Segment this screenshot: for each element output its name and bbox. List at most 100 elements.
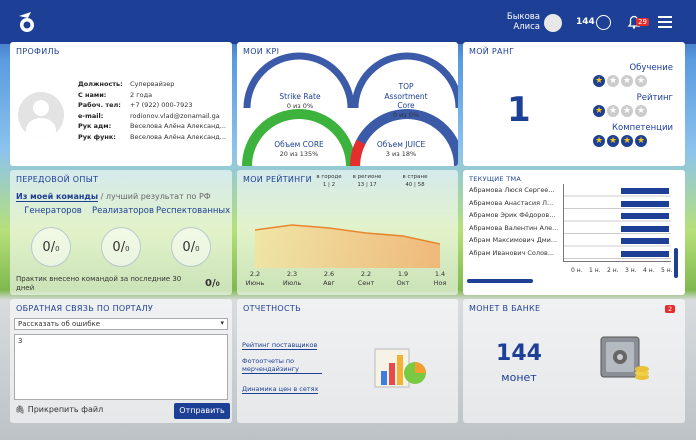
rating-country: в стране 40 | 58: [402, 174, 428, 188]
profile-title: ПРОФИЛЬ: [16, 47, 60, 56]
tma-tick: 4 н.: [643, 267, 655, 274]
profile-field-value: Веселова Алёна Александ...: [130, 132, 226, 141]
rating-x-value: 2.6: [323, 270, 335, 278]
link-suppliers-rating[interactable]: Рейтинг поставщиков: [242, 341, 318, 350]
kpi-panel: МОИ KPI Strike Rate 0 из 0% TOP Assortmen…: [237, 42, 458, 166]
bank-title: МОНЕТ В БАНКЕ: [469, 304, 541, 313]
rank-category-label: Рейтинг: [636, 93, 673, 103]
rating-x-value: 2.2: [249, 270, 261, 278]
experience-col-label: Генераторов: [24, 206, 82, 216]
rating-x-month: Ноя: [433, 279, 447, 287]
tma-tick: 5 н.: [661, 267, 673, 274]
kpi-core[interactable]: Объем CORE 20 из 135%: [274, 140, 324, 158]
star-icon: ★: [621, 135, 633, 147]
experience-col-label: Респектованных: [156, 206, 231, 216]
star-icon: ★: [593, 135, 605, 147]
star-icon: ★: [593, 105, 605, 117]
tma-title: ТЕКУЩИЕ ТМА: [469, 175, 522, 183]
kpi-title: МОИ KPI: [243, 47, 280, 56]
tab-my-team[interactable]: Из моей команды: [16, 192, 99, 202]
rank-stars: ★ ★ ★ ★: [593, 135, 683, 147]
rank-stars: ★ ★ ★ ★: [593, 75, 683, 87]
tma-row-label[interactable]: Абрамов Эрик Фёдоров...: [469, 211, 556, 219]
chevron-down-icon: ▾: [220, 319, 224, 327]
star-icon: ★: [635, 105, 647, 117]
safe-icon: [600, 336, 649, 380]
logo-icon[interactable]: [14, 9, 40, 35]
profile-field-label: Должность:: [78, 80, 123, 88]
experience-panel: ПЕРЕДОВОЙ ОПЫТ Из моей команды / лучший …: [10, 170, 232, 295]
rating-x-value: 1.9: [397, 270, 409, 278]
report-chart-icon: [374, 348, 426, 388]
rating-x-month: Окт: [396, 279, 410, 287]
star-icon: ★: [635, 75, 647, 87]
experience-col-label: Реализаторов: [91, 206, 154, 216]
tma-row-label[interactable]: Абрам Максимович Дми...: [469, 236, 558, 244]
link-price-dynamics[interactable]: Динамика цен в сетях: [242, 385, 319, 394]
rank-category-label: Компетенции: [611, 123, 673, 133]
rank-category-label: Обучение: [629, 63, 673, 73]
rating-x-month: Июнь: [245, 279, 265, 287]
profile-field-value: 2 года: [130, 90, 153, 99]
tma-row-label[interactable]: Абрамова Люся Сергее...: [469, 186, 555, 194]
send-button[interactable]: Отправить: [174, 403, 230, 419]
experience-circle[interactable]: 0/0: [31, 227, 71, 267]
coins-count: 144: [576, 17, 595, 27]
rating-region: в регионе 13 | 17: [352, 174, 382, 188]
profile-field-value: +7 (922) 000-7923: [130, 101, 193, 109]
kpi-top-assortment[interactable]: TOP Assortment Core 0 из 0%: [384, 82, 428, 119]
kpi-strike[interactable]: Strike Rate 0 из 0%: [279, 92, 321, 110]
rating-x-value: 2.2: [360, 270, 372, 278]
rating-chart: [254, 224, 441, 268]
rating-x-month: Сент: [357, 279, 375, 287]
profile-field-label: Рук функ:: [78, 132, 116, 141]
menu-icon[interactable]: [658, 16, 672, 28]
rating-x-month: Июль: [282, 279, 302, 287]
tma-grid: [563, 184, 671, 262]
tma-row-label[interactable]: Абрамова Валентин Але...: [469, 223, 559, 232]
rank-panel: МОЙ РАНГ 1 Обучение ★ ★ ★ ★ Рейтинг ★ ★ ★ ★ Компет…: [463, 42, 685, 166]
profile-field-label: Рабоч. тел:: [78, 101, 121, 109]
profile-field-value: Супервайзер: [130, 80, 175, 88]
reports-panel: ОТЧЕТНОСТЬ Рейтинг поставщиков Фотоотчет…: [237, 299, 458, 423]
kpi-gauges: [242, 52, 458, 166]
link-photo-reports[interactable]: Фотоотчеты по мерчендайзингу: [242, 357, 322, 374]
profile-field-label: С нами:: [78, 90, 107, 99]
profile-field-value: Веселова Алёна Александ...: [130, 122, 226, 130]
top-bar: Быкова Алиса 144 29: [0, 0, 696, 44]
experience-tabs: Из моей команды / лучший результат по РФ: [16, 192, 211, 202]
tma-hscrollbar[interactable]: [467, 279, 533, 283]
profile-panel: ПРОФИЛЬ Должность: Супервайзер С нами: 2 го…: [10, 42, 232, 166]
rank-value: 1: [507, 90, 531, 130]
rating-panel: МОИ РЕЙТИНГИ в городе 1 | 2 в регионе 13 |…: [237, 170, 458, 295]
rating-city: в городе 1 | 2: [316, 174, 342, 188]
feedback-panel: ОБРАТНАЯ СВЯЗЬ ПО ПОРТАЛУ Рассказать об …: [10, 299, 232, 423]
reports-title: ОТЧЕТНОСТЬ: [243, 304, 301, 313]
feedback-textarea[interactable]: 3: [14, 334, 228, 400]
kpi-juice[interactable]: Объем JUICE 3 из 18%: [376, 140, 426, 158]
feedback-title: ОБРАТНАЯ СВЯЗЬ ПО ПОРТАЛУ: [16, 304, 154, 313]
experience-circle[interactable]: 0/0: [101, 227, 141, 267]
footer-fraction: 0/0: [205, 278, 220, 289]
feedback-select[interactable]: Рассказать об ошибке ▾: [14, 318, 228, 330]
tma-tick: 2 н.: [607, 267, 619, 274]
user-name[interactable]: Быкова Алиса: [506, 12, 540, 32]
experience-circle[interactable]: 0/0: [171, 227, 211, 267]
star-icon: ★: [635, 135, 647, 147]
rating-x-value: 2.3: [286, 270, 298, 278]
tma-row-label[interactable]: Абрам Иванович Солов...: [469, 248, 555, 257]
tab-best-rf[interactable]: / лучший результат по РФ: [100, 192, 211, 201]
profile-field-value: rodionov.vlad@zonamail.ga: [130, 111, 220, 120]
tma-tick: 1 н.: [589, 267, 601, 274]
tma-panel: ТЕКУЩИЕ ТМА Абрамова Люся Сергее... Абрам…: [463, 170, 685, 295]
avatar[interactable]: [544, 14, 562, 32]
rank-stars: ★ ★ ★ ★: [593, 105, 683, 117]
attach-file[interactable]: 🖇 Прикрепить файл: [15, 405, 104, 414]
bank-panel: МОНЕТ В БАНКЕ 2 144 монет: [463, 299, 685, 423]
coin-icon: [596, 15, 611, 30]
rating-x-value: 1.4: [434, 270, 446, 278]
rank-title: МОЙ РАНГ: [469, 47, 515, 56]
tma-scrollbar[interactable]: [674, 248, 678, 278]
bank-amount: 144: [496, 341, 542, 366]
tma-row-label[interactable]: Абрамова Анастасия Л...: [469, 198, 554, 207]
